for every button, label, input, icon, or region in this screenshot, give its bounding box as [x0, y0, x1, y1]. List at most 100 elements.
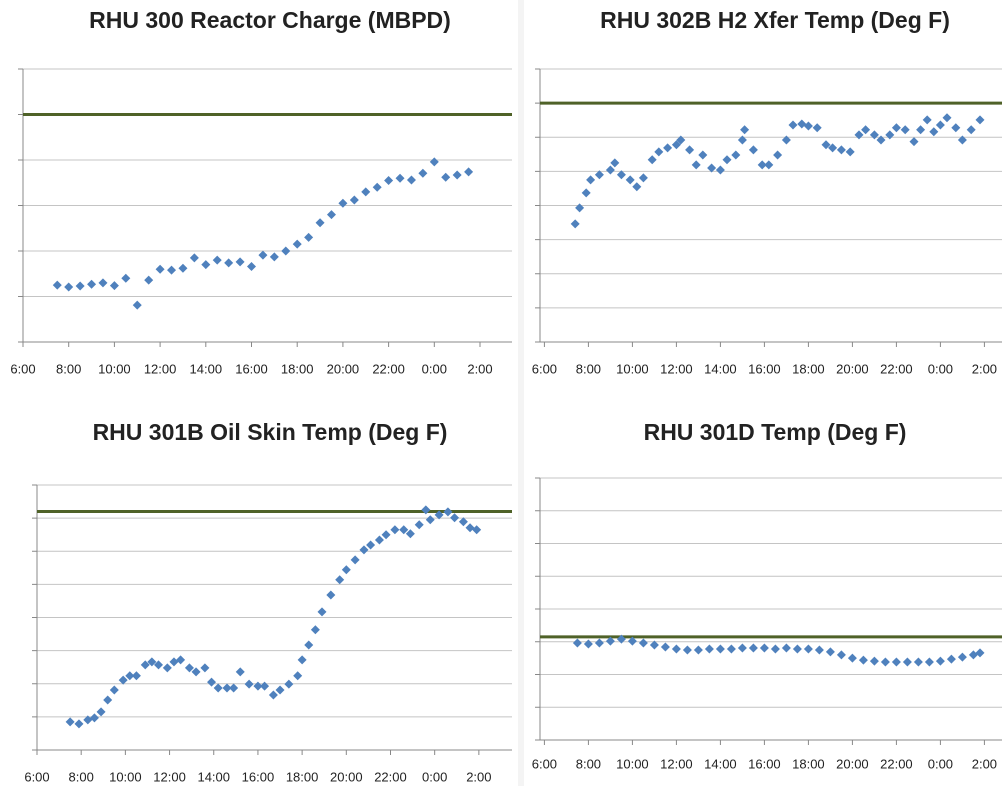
x-tick-label: 8:00: [56, 361, 81, 376]
data-point: [586, 175, 596, 185]
data-point: [583, 639, 593, 649]
data-point: [825, 647, 835, 657]
data-point: [922, 115, 932, 125]
data-point: [812, 123, 822, 133]
chart-title: RHU 301D Temp (Deg F): [644, 419, 907, 445]
data-point: [434, 510, 444, 520]
data-point: [405, 529, 415, 539]
data-point: [452, 170, 462, 180]
data-point: [247, 261, 257, 271]
data-point: [663, 143, 673, 153]
data-point: [575, 203, 585, 213]
data-point: [465, 523, 475, 533]
data-point: [341, 565, 351, 575]
data-point: [935, 120, 945, 130]
data-point: [96, 707, 106, 717]
data-point: [909, 137, 919, 147]
data-point: [317, 607, 327, 617]
x-tick-label: 20:00: [836, 361, 869, 376]
data-point: [929, 127, 939, 137]
x-tick-label: 20:00: [327, 361, 360, 376]
data-point: [144, 275, 154, 285]
data-point: [75, 281, 85, 291]
x-tick-label: 18:00: [281, 361, 314, 376]
data-point: [605, 636, 615, 646]
data-point: [395, 173, 405, 183]
data-point: [372, 182, 382, 192]
data-point: [649, 640, 659, 650]
data-point: [176, 655, 186, 665]
data-point: [253, 681, 263, 691]
data-point: [957, 652, 967, 662]
data-point: [975, 115, 985, 125]
data-point: [861, 125, 871, 135]
data-point: [191, 667, 201, 677]
data-point: [200, 663, 210, 673]
data-point: [87, 279, 97, 289]
data-point: [764, 160, 774, 170]
data-point: [89, 713, 99, 723]
data-point: [258, 250, 268, 260]
data-point: [627, 636, 637, 646]
data-point: [671, 644, 681, 654]
data-point: [268, 690, 278, 700]
x-tick-label: 18:00: [792, 361, 825, 376]
x-tick-label: 2:00: [972, 756, 997, 771]
data-point: [229, 683, 239, 693]
x-tick-label: 16:00: [748, 361, 781, 376]
x-tick-label: 18:00: [286, 769, 319, 784]
data-point: [726, 644, 736, 654]
data-point: [224, 258, 234, 268]
data-point: [570, 219, 580, 229]
data-point: [178, 263, 188, 273]
x-tick-label: 22:00: [374, 769, 407, 784]
data-point: [913, 657, 923, 667]
data-point: [625, 175, 635, 185]
data-point: [836, 650, 846, 660]
data-point: [64, 282, 74, 292]
data-point: [715, 644, 725, 654]
x-tick-label: 6:00: [10, 361, 35, 376]
data-point: [154, 660, 164, 670]
data-point: [632, 182, 642, 192]
data-point: [65, 717, 75, 727]
data-point: [326, 590, 336, 600]
data-point: [235, 667, 245, 677]
data-point: [707, 163, 717, 173]
data-point: [349, 195, 359, 205]
x-tick-label: 12:00: [660, 756, 693, 771]
data-point: [52, 280, 62, 290]
divider: [518, 0, 524, 786]
data-point: [828, 143, 838, 153]
data-point: [951, 123, 961, 133]
data-point: [572, 638, 582, 648]
data-point: [803, 121, 813, 131]
data-point: [671, 140, 681, 150]
data-point: [966, 125, 976, 135]
data-point: [845, 147, 855, 157]
x-tick-label: 14:00: [197, 769, 230, 784]
data-point: [924, 657, 934, 667]
data-point: [693, 645, 703, 655]
data-point: [773, 150, 783, 160]
data-point: [792, 644, 802, 654]
data-point: [384, 175, 394, 185]
data-point: [374, 535, 384, 545]
data-point: [722, 155, 732, 165]
data-point: [891, 123, 901, 133]
data-point: [942, 113, 952, 123]
data-point: [647, 155, 657, 165]
data-point: [281, 246, 291, 256]
chart-title: RHU 301B Oil Skin Temp (Deg F): [93, 419, 448, 445]
data-point: [605, 165, 615, 175]
data-point: [381, 530, 391, 540]
data-point: [315, 218, 325, 228]
data-point: [616, 634, 626, 644]
data-point: [876, 135, 886, 145]
data-point: [83, 715, 93, 725]
data-point: [74, 719, 84, 729]
data-point: [731, 150, 741, 160]
data-point: [691, 160, 701, 170]
